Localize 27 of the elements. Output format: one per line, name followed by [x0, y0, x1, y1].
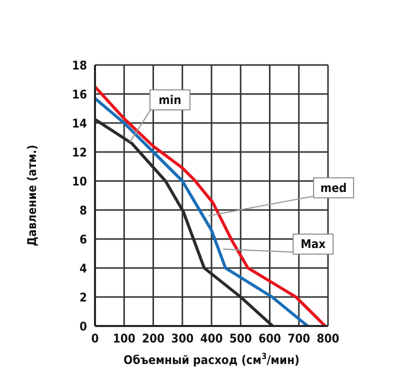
callout: min	[129, 89, 190, 142]
y-tick-label: 18	[72, 58, 87, 72]
y-tick-label: 8	[79, 203, 87, 218]
callout: med	[208, 177, 354, 216]
y-tick-label: 2	[79, 290, 87, 304]
x-tick-label: 600	[258, 332, 282, 346]
y-axis-title: Давление (атм.)	[25, 144, 39, 246]
x-tick-label: 100	[112, 332, 136, 346]
annotation: min	[158, 92, 182, 107]
x-tick-label: 800	[316, 332, 340, 346]
y-tick-label: 10	[72, 174, 87, 188]
y-tick-label: 0	[79, 319, 87, 334]
y-tick-label: 12	[72, 145, 87, 160]
annotation: Max	[300, 237, 326, 252]
annotation: med	[320, 180, 347, 195]
callout: Max	[223, 234, 334, 255]
x-tick-label: 400	[200, 332, 223, 346]
y-tick-label: 14	[72, 116, 88, 130]
x-axis-title: Объемный расход (см$^{3}$/мин)	[124, 351, 300, 367]
x-tick-label: 0	[91, 332, 99, 346]
x-tick-label: 300	[171, 332, 194, 346]
y-tick-label: 6	[79, 232, 87, 246]
y-tick-label: 16	[72, 87, 87, 102]
y-tick-label: 4	[79, 261, 88, 276]
x-tick-label: 200	[142, 332, 165, 346]
x-tick-label: 500	[229, 332, 252, 346]
x-tick-label: 700	[288, 332, 310, 346]
